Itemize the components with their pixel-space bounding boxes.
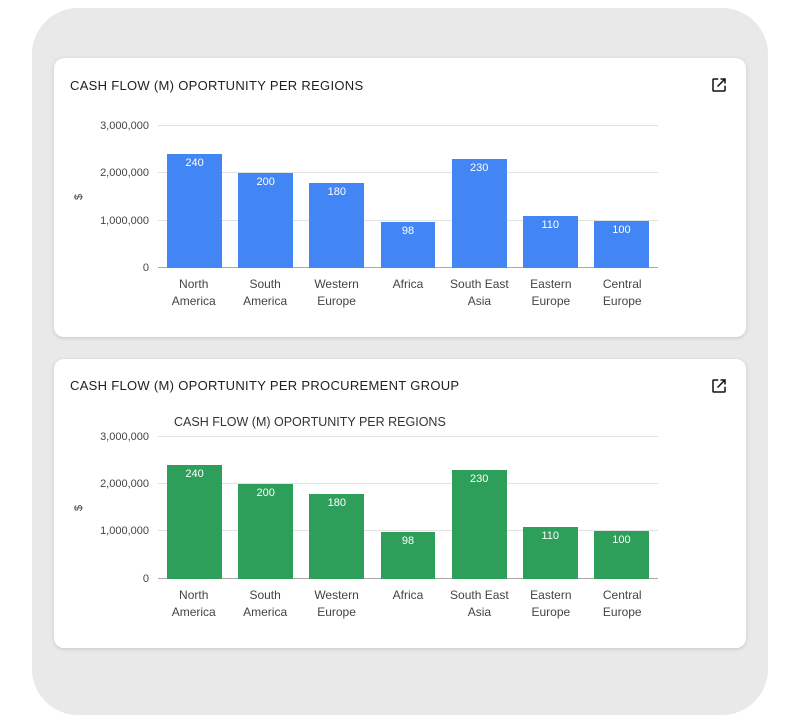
x-category-label: South East Asia bbox=[450, 587, 509, 620]
cash-flow-procurement-chart: $0 1,000,000 2,000,000 3,000,000 240 200 180 98… bbox=[70, 431, 730, 622]
chart-title: CASH FLOW (M) OPORTUNITY PER REGIONS bbox=[174, 414, 446, 429]
bar[interactable]: 230 bbox=[451, 159, 507, 268]
expand-button[interactable] bbox=[708, 375, 730, 397]
bar[interactable]: 100 bbox=[594, 531, 649, 579]
bar-value-label: 100 bbox=[612, 223, 631, 236]
bar-value-label: 230 bbox=[469, 472, 489, 485]
chart-area: 0 1,000,000 2,000,000 3,000,000 240 200 180 98 2… bbox=[88, 120, 658, 311]
x-category-label: South America bbox=[243, 587, 288, 620]
x-category-label: South America bbox=[243, 277, 288, 309]
x-category-label: North America bbox=[171, 277, 216, 309]
bar-column: 200 bbox=[230, 437, 301, 579]
bar[interactable]: 230 bbox=[451, 469, 507, 579]
gridline bbox=[158, 483, 658, 485]
chart-area: 0 1,000,000 2,000,000 3,000,000 240 200 180 98 2… bbox=[88, 431, 658, 622]
bar-column: 180 bbox=[301, 126, 372, 268]
gridline bbox=[158, 530, 658, 532]
y-tick-label: 3,000,000 bbox=[100, 120, 149, 132]
y-tick-label: 1,000,000 bbox=[100, 525, 149, 538]
x-category-label: Western Europe bbox=[314, 277, 359, 309]
bar-column: 98 bbox=[372, 437, 443, 579]
card-header: CASH FLOW (M) OPORTUNITY PER REGIONS bbox=[70, 72, 730, 98]
bar-column: 240 bbox=[159, 126, 230, 268]
bar-value-label: 180 bbox=[327, 185, 347, 198]
y-tick-label: 2,000,000 bbox=[100, 478, 149, 491]
bar-column: 110 bbox=[515, 437, 586, 579]
bar[interactable]: 98 bbox=[380, 532, 436, 579]
x-category-label: North America bbox=[171, 587, 216, 620]
expand-button[interactable] bbox=[708, 74, 730, 96]
plot-area: 240 200 180 98 230 110 100 bbox=[158, 435, 658, 579]
bar[interactable]: 98 bbox=[380, 221, 436, 268]
card-title: CASH FLOW (M) OPORTUNITY PER PROCUREMENT… bbox=[70, 378, 460, 394]
bar-value-label: 200 bbox=[256, 487, 275, 500]
bar-value-label: 200 bbox=[256, 176, 275, 189]
bar-column: 240 bbox=[159, 437, 230, 579]
x-axis: North America South America Western Europe Afr… bbox=[158, 579, 658, 622]
card-cash-flow-procurement: CASH FLOW (M) OPORTUNITY PER PROCUREMENT… bbox=[54, 358, 746, 648]
gridline bbox=[158, 435, 658, 437]
bar[interactable]: 100 bbox=[594, 220, 649, 268]
bar-chart: $0 1,000,000 2,000,000 3,000,000 240 200 180 98… bbox=[70, 120, 730, 311]
gridline bbox=[158, 172, 658, 174]
bar-value-label: 240 bbox=[185, 157, 204, 170]
gridline bbox=[158, 125, 658, 126]
y-tick-label: 2,000,000 bbox=[100, 167, 149, 180]
x-category-label: Eastern Europe bbox=[530, 587, 572, 620]
bar-column: 230 bbox=[444, 437, 515, 579]
card-cash-flow-regions: CASH FLOW (M) OPORTUNITY PER REGIONS $0 1… bbox=[54, 58, 746, 337]
device-frame: CASH FLOW (M) OPORTUNITY PER REGIONS $0 1… bbox=[32, 8, 768, 715]
bar-value-label: 240 bbox=[185, 468, 204, 481]
bars: 240 200 180 98 230 110 100 bbox=[159, 126, 657, 268]
bar-value-label: 98 bbox=[401, 535, 415, 548]
x-category-label: Central Europe bbox=[602, 277, 642, 309]
bar[interactable]: 240 bbox=[167, 154, 222, 268]
bar-value-label: 110 bbox=[541, 218, 560, 231]
y-axis: 0 1,000,000 2,000,000 3,000,000 bbox=[88, 120, 158, 274]
y-tick-label: 1,000,000 bbox=[100, 214, 149, 227]
card-header: CASH FLOW (M) OPORTUNITY PER PROCUREMENT… bbox=[70, 373, 730, 399]
bar-value-label: 180 bbox=[327, 496, 347, 509]
bar-value-label: 110 bbox=[541, 529, 560, 542]
open-in-new-icon bbox=[710, 379, 728, 398]
cash-flow-regions-chart: $0 1,000,000 2,000,000 3,000,000 240 200 180 98… bbox=[70, 120, 730, 311]
bar-value-label: 230 bbox=[469, 162, 489, 175]
bar-chart: $0 1,000,000 2,000,000 3,000,000 240 200 180 98… bbox=[70, 431, 730, 622]
bar[interactable]: 110 bbox=[522, 215, 578, 268]
bar-column: 98 bbox=[372, 126, 443, 268]
x-category-label: Eastern Europe bbox=[530, 277, 572, 309]
y-tick-label: 3,000,000 bbox=[100, 430, 149, 443]
bars: 240 200 180 98 230 110 100 bbox=[159, 437, 657, 579]
bar-column: 100 bbox=[586, 126, 657, 268]
bar-column: 180 bbox=[301, 437, 372, 579]
x-category-label: Africa bbox=[392, 277, 424, 291]
bar[interactable]: 180 bbox=[309, 493, 365, 579]
bar-column: 100 bbox=[586, 437, 657, 579]
x-category-label: Africa bbox=[392, 587, 424, 602]
bar[interactable]: 180 bbox=[309, 182, 365, 268]
open-in-new-icon bbox=[710, 78, 728, 97]
x-category-label: South East Asia bbox=[450, 277, 509, 309]
bar[interactable]: 110 bbox=[522, 526, 578, 579]
card-title: CASH FLOW (M) OPORTUNITY PER REGIONS bbox=[70, 77, 364, 93]
bar[interactable]: 200 bbox=[238, 173, 294, 268]
bar-value-label: 100 bbox=[612, 534, 631, 547]
y-axis-title: $ bbox=[73, 193, 85, 201]
y-tick-label: 0 bbox=[142, 572, 149, 585]
y-axis-title: $ bbox=[73, 504, 85, 511]
gridline bbox=[158, 219, 658, 221]
x-category-label: Central Europe bbox=[602, 587, 642, 620]
bar-column: 110 bbox=[515, 126, 586, 268]
y-axis: 0 1,000,000 2,000,000 3,000,000 bbox=[88, 431, 158, 585]
y-tick-label: 0 bbox=[142, 262, 149, 274]
bar[interactable]: 240 bbox=[167, 465, 222, 579]
plot-area: 240 200 180 98 230 110 100 bbox=[158, 125, 658, 268]
bar-column: 230 bbox=[444, 126, 515, 268]
bar-value-label: 98 bbox=[401, 224, 415, 237]
x-category-label: Western Europe bbox=[314, 587, 359, 620]
x-axis: North America South America Western Europe Afr… bbox=[158, 268, 658, 311]
bar-column: 200 bbox=[230, 126, 301, 268]
bar[interactable]: 200 bbox=[238, 484, 294, 579]
